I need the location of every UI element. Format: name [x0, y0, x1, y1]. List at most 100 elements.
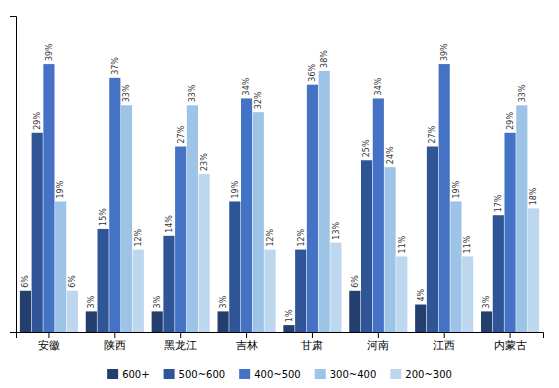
- data-label: 15%: [99, 208, 108, 226]
- bar: [528, 208, 539, 332]
- x-axis: 安徽陕西黑龙江吉林甘肃河南江西内蒙古: [17, 332, 544, 351]
- data-label: 33%: [122, 84, 131, 102]
- x-tick-label: 内蒙古: [494, 339, 527, 351]
- bar: [427, 147, 438, 332]
- legend-item: 300~400: [315, 369, 377, 380]
- bar: [439, 64, 450, 332]
- data-label: 6%: [351, 275, 360, 288]
- x-tick: 吉林: [236, 332, 258, 351]
- plot: 6%3%3%3%1%6%4%3%29%15%14%19%12%25%27%17%…: [10, 17, 544, 351]
- data-label: 12%: [266, 228, 275, 246]
- legend-swatch: [239, 369, 250, 379]
- data-label: 29%: [506, 112, 515, 130]
- y-axis: [10, 17, 17, 333]
- bar: [97, 229, 108, 332]
- data-label: 4%: [417, 288, 426, 301]
- data-label: 19%: [56, 180, 65, 198]
- x-tick: 河南: [367, 332, 389, 351]
- bars: [20, 64, 539, 332]
- x-tick-mark: [312, 332, 313, 338]
- x-tick-label: 河南: [367, 339, 389, 351]
- bar: [86, 311, 97, 332]
- bar: [241, 98, 252, 332]
- x-tick: 甘肃: [301, 332, 323, 351]
- bar-series: [55, 71, 527, 332]
- legend: 600+ 500~600 400~500 300~400 200~300: [107, 369, 452, 380]
- bar: [493, 215, 504, 332]
- data-label: 18%: [529, 187, 538, 205]
- data-label: 14%: [165, 215, 174, 233]
- bar: [504, 133, 515, 332]
- bar: [175, 147, 186, 332]
- bar: [481, 311, 492, 332]
- bar: [415, 305, 426, 332]
- data-label: 17%: [494, 194, 503, 212]
- bar: [295, 250, 306, 332]
- bar: [361, 160, 372, 332]
- legend-label: 200~300: [405, 369, 452, 380]
- data-label: 11%: [463, 235, 472, 253]
- legend-item: 500~600: [164, 369, 226, 380]
- bar: [187, 105, 198, 332]
- bar: [516, 105, 527, 332]
- x-tick-label: 黑龙江: [164, 339, 197, 351]
- bar: [152, 311, 163, 332]
- data-label: 23%: [200, 153, 209, 171]
- data-label: 12%: [134, 228, 143, 246]
- bar-series: [67, 174, 539, 332]
- data-label: 39%: [45, 43, 54, 61]
- data-labels: 6%3%3%3%1%6%4%3%29%15%14%19%12%25%27%17%…: [21, 43, 538, 322]
- data-label: 19%: [452, 180, 461, 198]
- data-label: 3%: [482, 295, 491, 308]
- data-label: 38%: [320, 50, 329, 68]
- x-tick-label: 安徽: [38, 339, 60, 351]
- bar: [20, 291, 31, 332]
- x-tick-mark: [180, 332, 181, 338]
- chart: 6%3%3%3%1%6%4%3%29%15%14%19%12%25%27%17%…: [0, 0, 559, 388]
- data-label: 3%: [219, 295, 228, 308]
- data-label: 19%: [231, 180, 240, 198]
- x-tick: 黑龙江: [164, 332, 197, 351]
- data-label: 11%: [398, 235, 407, 253]
- x-tick-mark: [114, 332, 115, 338]
- legend-label: 500~600: [179, 369, 226, 380]
- bar: [384, 167, 395, 332]
- legend-label: 400~500: [254, 369, 301, 380]
- bar: [32, 133, 43, 332]
- bar: [349, 291, 360, 332]
- x-axis-line: [17, 333, 544, 339]
- bar: [283, 325, 294, 332]
- data-label: 34%: [374, 77, 383, 95]
- bar: [55, 201, 66, 332]
- x-tick-label: 吉林: [236, 339, 258, 351]
- data-label: 32%: [254, 91, 263, 109]
- x-tick-mark: [48, 332, 49, 338]
- legend-label: 600+: [122, 369, 149, 380]
- data-label: 13%: [332, 222, 341, 240]
- bar: [199, 174, 210, 332]
- bar: [319, 71, 330, 332]
- bar: [450, 201, 461, 332]
- bar: [373, 98, 384, 332]
- bar: [109, 78, 120, 332]
- x-tick: 江西: [433, 332, 455, 351]
- chart-container: 6%3%3%3%1%6%4%3%29%15%14%19%12%25%27%17%…: [0, 0, 559, 388]
- data-label: 34%: [242, 77, 251, 95]
- bar: [133, 250, 144, 332]
- legend-item: 400~500: [239, 369, 301, 380]
- data-label: 3%: [153, 295, 162, 308]
- legend-label: 300~400: [330, 369, 377, 380]
- x-tick-label: 甘肃: [301, 339, 323, 351]
- data-label: 3%: [87, 295, 96, 308]
- x-tick-mark: [510, 332, 511, 338]
- y-axis-line: [10, 17, 17, 333]
- data-label: 1%: [285, 309, 294, 322]
- data-label: 24%: [386, 146, 395, 164]
- bar: [330, 243, 341, 332]
- x-tick: 内蒙古: [494, 332, 527, 351]
- bar: [218, 311, 229, 332]
- legend-swatch: [315, 369, 326, 379]
- data-label: 37%: [111, 57, 120, 75]
- bar: [462, 256, 473, 332]
- x-tick-mark: [378, 332, 379, 338]
